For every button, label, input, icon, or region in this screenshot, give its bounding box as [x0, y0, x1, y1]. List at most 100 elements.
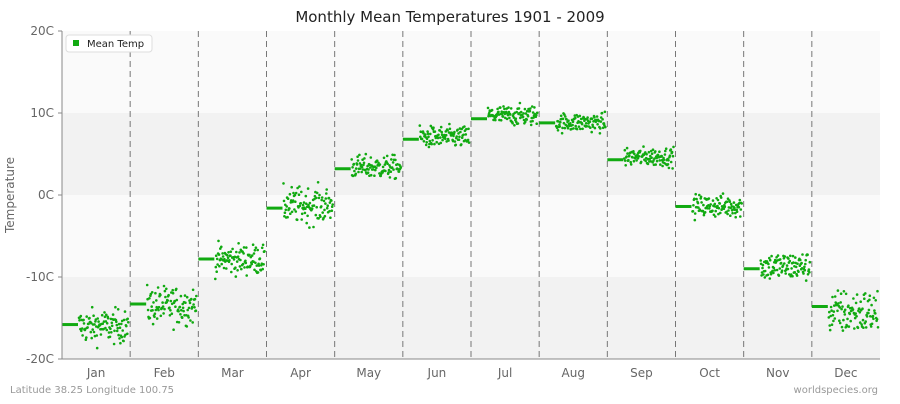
data-point [217, 239, 220, 243]
data-point [719, 196, 723, 199]
data-point [99, 333, 103, 336]
data-point [828, 328, 832, 332]
data-point [369, 173, 373, 177]
data-point [671, 167, 674, 170]
data-point [153, 315, 156, 319]
data-point [804, 258, 807, 262]
data-point [284, 208, 288, 212]
data-point [104, 326, 107, 330]
data-point [162, 284, 166, 288]
data-point [106, 316, 110, 320]
data-point [733, 206, 736, 209]
data-point [119, 341, 122, 345]
data-point [631, 156, 634, 159]
data-point [289, 212, 292, 215]
data-point [230, 262, 233, 266]
y-tick-label: 0C [38, 188, 54, 202]
data-point [123, 310, 127, 313]
data-point [439, 141, 443, 145]
data-point [301, 203, 305, 207]
data-point [438, 129, 442, 132]
data-point [563, 126, 567, 130]
data-point [316, 181, 320, 184]
data-point [354, 172, 358, 176]
data-point [296, 186, 299, 190]
data-point [830, 323, 834, 327]
data-point [236, 269, 239, 272]
data-point [115, 323, 119, 327]
data-point [513, 124, 516, 127]
data-point [112, 342, 116, 346]
data-point [258, 257, 262, 260]
legend-box [65, 34, 153, 53]
data-point [702, 213, 706, 217]
data-point [771, 269, 774, 273]
data-point [171, 288, 174, 292]
data-point [291, 199, 295, 202]
data-point [784, 272, 787, 275]
legend[interactable]: Mean Temp [65, 34, 153, 53]
data-point [763, 276, 767, 279]
data-point [521, 115, 525, 119]
data-point [256, 271, 260, 274]
data-point [183, 294, 187, 297]
data-point [509, 113, 512, 116]
data-point [871, 314, 875, 318]
source-footer[interactable]: worldspecies.org [794, 385, 878, 396]
data-point [321, 211, 325, 214]
data-point [250, 262, 254, 266]
data-point [181, 302, 184, 306]
data-point [861, 318, 865, 322]
data-point [384, 169, 387, 173]
data-point [226, 256, 230, 260]
data-point [148, 297, 151, 300]
data-point [390, 158, 393, 161]
data-point [456, 128, 459, 132]
data-point [180, 316, 184, 320]
data-point [254, 261, 257, 265]
data-point [298, 204, 302, 208]
data-point [292, 191, 295, 195]
data-point [392, 168, 395, 171]
data-point [118, 326, 122, 330]
data-point [440, 133, 444, 136]
data-point [670, 150, 674, 154]
data-point [511, 121, 514, 125]
data-point [391, 161, 395, 164]
data-point [180, 308, 183, 312]
data-point [187, 316, 190, 319]
data-point [378, 163, 382, 166]
data-point [175, 298, 179, 302]
data-point [731, 211, 734, 215]
data-point [599, 120, 603, 123]
data-point [155, 317, 159, 320]
data-point [632, 150, 635, 153]
data-point [526, 114, 530, 118]
data-point [78, 319, 81, 322]
data-point [328, 209, 331, 213]
data-point [791, 254, 795, 258]
data-point [120, 322, 123, 326]
data-point [588, 120, 592, 123]
data-point [381, 165, 385, 169]
mean-lines [62, 117, 828, 327]
data-point [157, 308, 160, 312]
data-point [508, 116, 511, 120]
data-point [232, 258, 236, 261]
data-point [841, 305, 844, 308]
data-point [426, 132, 430, 135]
data-point [96, 317, 99, 320]
data-point [424, 133, 427, 136]
x-tick-label: Jan [86, 366, 106, 380]
data-point [358, 153, 361, 157]
data-point [662, 158, 666, 161]
data-point [737, 205, 741, 209]
data-point [170, 312, 174, 316]
data-point [453, 130, 456, 134]
location-footer: Latitude 38.25 Longitude 100.75 [10, 385, 174, 396]
data-point [329, 216, 332, 219]
data-point [116, 308, 120, 311]
data-point [853, 316, 857, 320]
data-point [257, 264, 261, 267]
data-point [151, 322, 155, 326]
